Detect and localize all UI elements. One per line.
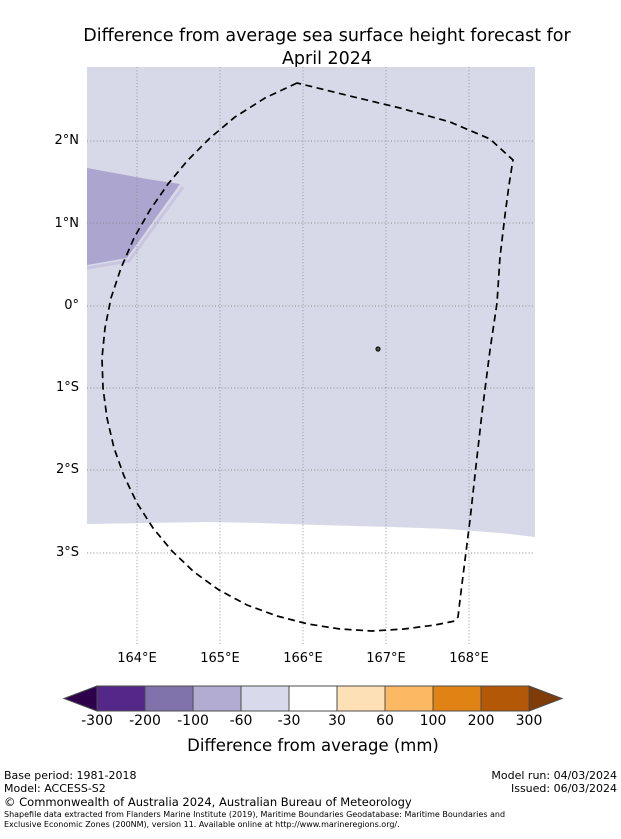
south-region <box>87 522 535 645</box>
colorbar-right-arrow <box>528 685 564 712</box>
colorbar <box>62 685 564 712</box>
map-plot <box>87 67 535 645</box>
xtick-166e: 166°E <box>283 651 323 666</box>
ytick-1s: 1°S <box>55 380 79 395</box>
colorbar-segment-5 <box>288 685 338 712</box>
title-line-2: April 2024 <box>281 49 373 69</box>
colorbar-segment-3 <box>192 685 242 712</box>
colorbar-segment-9 <box>480 685 530 712</box>
attribution-line-2: Exclusive Economic Zones (200NM), versio… <box>4 820 400 829</box>
model-text: Model: ACCESS-S2 <box>4 782 106 795</box>
ytick-0: 0° <box>64 298 79 313</box>
title-line-1: Difference from average sea surface heig… <box>83 26 571 46</box>
cbtick-p60: 60 <box>376 713 394 729</box>
colorbar-segment-6 <box>336 685 386 712</box>
anomaly-patch <box>87 168 180 265</box>
cbtick-p200: 200 <box>467 713 495 729</box>
xtick-167e: 167°E <box>366 651 406 666</box>
island-marker <box>375 346 381 352</box>
cbtick-n300: -300 <box>81 713 113 729</box>
cbtick-n60: -60 <box>229 713 253 729</box>
ytick-2s: 2°S <box>55 462 79 477</box>
colorbar-segment-2 <box>144 685 194 712</box>
gridlines <box>87 67 535 645</box>
page-title: Difference from average sea surface heig… <box>32 25 621 71</box>
colorbar-segment-8 <box>432 685 482 712</box>
anomaly-patch-edge <box>87 186 185 270</box>
colorbar-segment-7 <box>384 685 434 712</box>
issued-text: Issued: 06/03/2024 <box>510 782 617 795</box>
model-run-text: Model run: 04/03/2024 <box>491 769 617 782</box>
eez-boundary-line <box>101 82 514 632</box>
copyright-text: © Commonwealth of Australia 2024, Austra… <box>4 795 412 809</box>
xtick-168e: 168°E <box>449 651 489 666</box>
cbtick-n100: -100 <box>177 713 209 729</box>
cbtick-p300: 300 <box>515 713 543 729</box>
ytick-2n: 2°N <box>54 133 80 148</box>
cbtick-p30: 30 <box>328 713 346 729</box>
xtick-164e: 164°E <box>117 651 157 666</box>
cbtick-p100: 100 <box>419 713 447 729</box>
ytick-3s: 3°S <box>55 545 79 560</box>
colorbar-left-arrow <box>62 685 98 712</box>
attribution-line-1: Shapefile data extracted from Flanders M… <box>4 810 506 819</box>
cbtick-n200: -200 <box>129 713 161 729</box>
colorbar-segment-1 <box>96 685 146 712</box>
xtick-165e: 165°E <box>200 651 240 666</box>
colorbar-label: Difference from average (mm) <box>187 736 439 755</box>
base-period-text: Base period: 1981-2018 <box>4 769 137 782</box>
ytick-1n: 1°N <box>54 216 80 231</box>
cbtick-n30: -30 <box>277 713 301 729</box>
colorbar-segment-4 <box>240 685 290 712</box>
